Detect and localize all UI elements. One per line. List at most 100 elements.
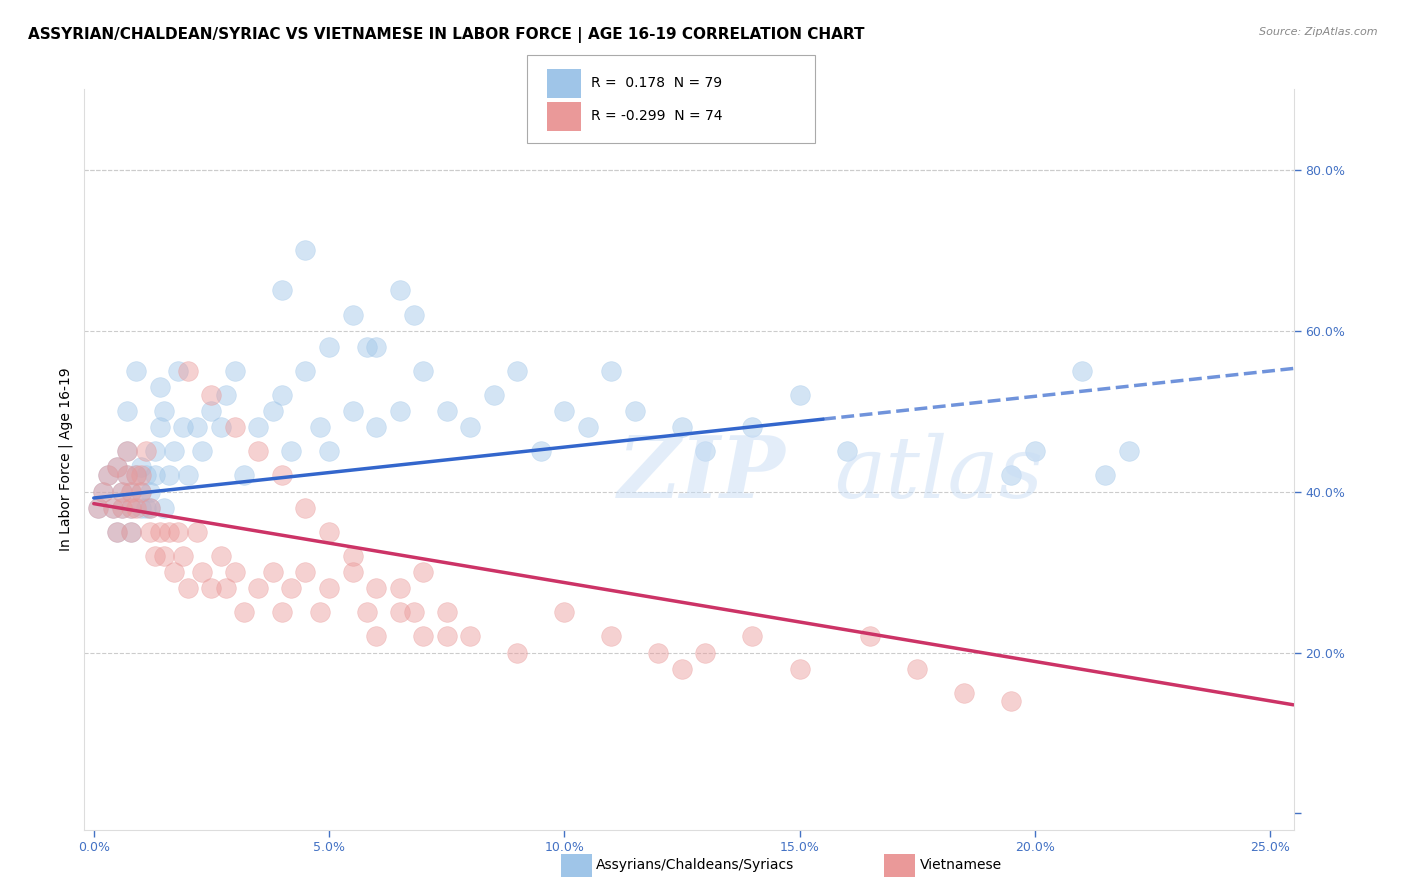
Point — [271, 605, 294, 619]
Point — [129, 500, 152, 515]
Point — [125, 468, 148, 483]
Point — [125, 364, 148, 378]
Point — [139, 500, 162, 515]
Point — [294, 565, 316, 579]
Point — [905, 662, 928, 676]
Point — [789, 662, 811, 676]
Point — [149, 420, 172, 434]
Point — [318, 524, 340, 539]
Y-axis label: In Labor Force | Age 16-19: In Labor Force | Age 16-19 — [59, 368, 73, 551]
Point — [1118, 444, 1140, 458]
Point — [233, 468, 256, 483]
Point — [1094, 468, 1116, 483]
Point — [115, 468, 138, 483]
Point — [214, 388, 236, 402]
Point — [139, 524, 162, 539]
Point — [143, 549, 166, 563]
Point — [200, 581, 222, 595]
Point — [167, 364, 190, 378]
Point — [143, 468, 166, 483]
Point — [647, 646, 669, 660]
Point — [318, 340, 340, 354]
Point — [105, 460, 128, 475]
Point — [412, 364, 434, 378]
Point — [224, 565, 246, 579]
Point — [624, 404, 647, 418]
Point — [224, 420, 246, 434]
Point — [308, 420, 330, 434]
Point — [271, 284, 294, 298]
Point — [553, 404, 575, 418]
Point — [214, 581, 236, 595]
Point — [506, 646, 529, 660]
Text: R =  0.178  N = 79: R = 0.178 N = 79 — [591, 77, 721, 90]
Text: Assyrians/Chaldeans/Syriacs: Assyrians/Chaldeans/Syriacs — [596, 858, 794, 872]
Point — [120, 484, 142, 499]
Point — [388, 605, 411, 619]
Point — [186, 420, 208, 434]
Point — [789, 388, 811, 402]
Point — [482, 388, 505, 402]
Point — [318, 444, 340, 458]
Point — [364, 629, 387, 643]
Point — [458, 420, 481, 434]
Point — [167, 524, 190, 539]
Point — [224, 364, 246, 378]
Point — [671, 420, 693, 434]
Point — [97, 468, 120, 483]
Point — [342, 549, 364, 563]
Point — [436, 629, 458, 643]
Point — [600, 629, 623, 643]
Point — [115, 404, 138, 418]
Point — [120, 500, 142, 515]
Point — [294, 243, 316, 257]
Point — [953, 686, 976, 700]
Point — [402, 605, 425, 619]
Point — [111, 500, 134, 515]
Point — [600, 364, 623, 378]
Point — [129, 484, 152, 499]
Point — [139, 484, 162, 499]
Point — [294, 364, 316, 378]
Point — [247, 444, 270, 458]
Point — [135, 444, 157, 458]
Point — [364, 581, 387, 595]
Point — [458, 629, 481, 643]
Point — [200, 388, 222, 402]
Point — [436, 605, 458, 619]
Point — [402, 308, 425, 322]
Text: ZIP: ZIP — [617, 433, 786, 516]
Point — [262, 404, 284, 418]
Point — [97, 468, 120, 483]
Point — [835, 444, 858, 458]
Point — [163, 565, 186, 579]
Point — [280, 444, 302, 458]
Point — [1000, 694, 1022, 708]
Point — [209, 420, 232, 434]
Point — [143, 444, 166, 458]
Point — [356, 605, 378, 619]
Point — [388, 284, 411, 298]
Point — [105, 524, 128, 539]
Point — [342, 404, 364, 418]
Point — [233, 605, 256, 619]
Point — [294, 500, 316, 515]
Point — [149, 380, 172, 394]
Point — [262, 565, 284, 579]
Point — [741, 420, 763, 434]
Point — [388, 404, 411, 418]
Point — [741, 629, 763, 643]
Point — [247, 581, 270, 595]
Point — [200, 404, 222, 418]
Point — [191, 444, 214, 458]
Point — [157, 524, 180, 539]
Point — [177, 468, 200, 483]
Point — [153, 549, 176, 563]
Point — [115, 444, 138, 458]
Point — [695, 444, 717, 458]
Point — [172, 420, 194, 434]
Point — [153, 404, 176, 418]
Point — [135, 500, 157, 515]
Point — [115, 444, 138, 458]
Point — [342, 565, 364, 579]
